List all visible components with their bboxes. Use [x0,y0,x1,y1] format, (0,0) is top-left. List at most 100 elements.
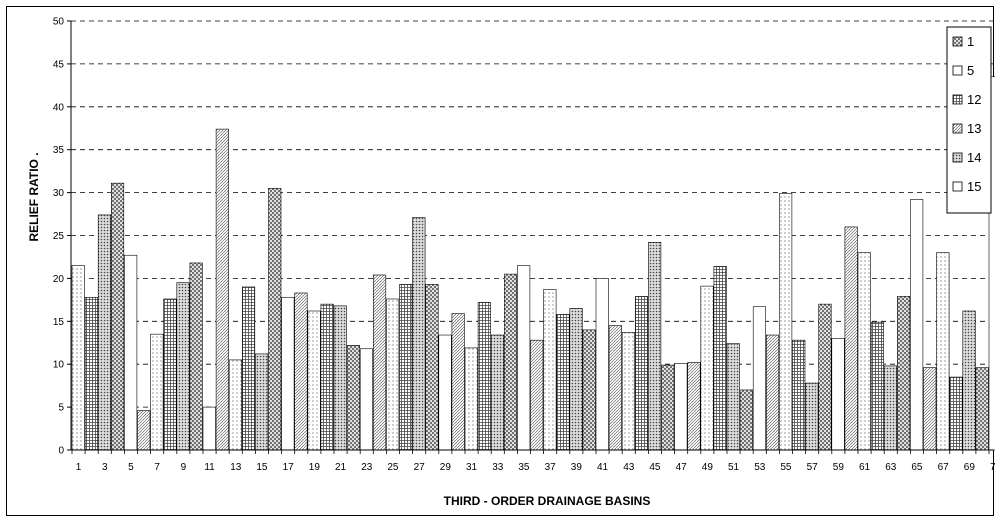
bar [425,284,439,451]
legend-label: 1 [967,34,974,49]
bar [111,182,125,451]
bar [779,193,793,451]
bar [294,292,308,451]
bar [451,313,465,451]
y-tick-label: 5 [58,403,64,414]
bar [910,199,924,451]
x-tick-label: 45 [649,462,661,473]
bar [490,334,505,451]
x-tick-label: 11 [204,462,215,473]
bar [844,226,858,451]
bar [543,289,557,451]
bar [438,334,452,451]
bar [569,308,583,451]
bar [687,362,701,451]
bar [726,343,740,451]
x-tick-label: 29 [440,462,452,473]
bar [595,278,609,451]
legend-swatch [952,152,963,163]
x-tick-label: 1 [76,462,82,473]
bar [923,367,937,451]
x-tick-label: 65 [911,462,923,473]
bar [896,296,911,451]
bar [883,365,898,451]
bar [202,406,216,451]
y-tick-label: 40 [53,102,65,113]
bar [988,76,995,451]
x-tick-label: 49 [702,462,714,473]
legend-swatch [952,181,963,192]
y-axis-title: RELIEF RATIO . [27,152,41,241]
x-tick-label: 47 [676,462,688,473]
x-tick-label: 21 [335,462,347,473]
bar [333,305,347,451]
bar [857,252,871,451]
bar [503,273,518,451]
x-tick-label: 9 [181,462,187,473]
x-tick-label: 69 [964,462,976,473]
x-tick-label: 57 [807,462,819,473]
bar [307,310,321,451]
bar [530,339,544,451]
y-tick-label: 10 [53,360,65,371]
x-tick-label: 25 [387,462,399,473]
bar [464,347,478,451]
bar [346,345,360,451]
x-tick-label: 59 [833,462,845,473]
bar [255,353,269,451]
x-tick-label: 53 [754,462,766,473]
bar [477,302,491,451]
bar [805,382,819,451]
bar [281,296,295,451]
bar [412,217,426,451]
bar [582,329,596,451]
bar [215,128,229,451]
bar [621,332,636,451]
y-tick-label: 45 [53,59,65,70]
y-tick-label: 0 [58,446,64,457]
bar [124,254,138,451]
bar [962,310,976,451]
bar [975,367,989,451]
bar [163,298,177,451]
legend-label: 12 [967,92,981,107]
bar [71,265,85,451]
x-tick-label: 17 [283,462,295,473]
bar [648,242,662,451]
bar [870,321,884,451]
x-axis-title: THIRD - ORDER DRAINAGE BASINS [444,494,651,508]
bar [739,389,753,451]
x-tick-label: 41 [597,462,609,473]
bar [372,274,387,451]
x-tick-label: 55 [780,462,792,473]
x-tick-label: 31 [466,462,478,473]
bar [84,296,98,451]
x-tick-label: 23 [361,462,373,473]
bar [359,348,374,451]
bar [608,325,622,451]
x-tick-label: 15 [256,462,268,473]
legend-label: 13 [967,121,981,136]
x-tick-label: 51 [728,462,740,473]
bar [634,296,649,451]
x-tick-label: 39 [571,462,583,473]
bar [228,359,242,451]
legend-swatch [952,65,963,76]
x-tick-label: 19 [309,462,321,473]
y-tick-label: 20 [53,274,65,285]
bar [189,262,203,451]
legend-label: 15 [967,179,981,194]
bar [818,303,832,451]
x-tick-label: 13 [230,462,242,473]
x-tick-label: 61 [859,462,871,473]
y-tick-label: 35 [53,145,65,156]
bar [399,284,413,451]
bar [176,282,190,451]
bar [792,339,806,451]
legend-swatch [952,36,963,47]
bar [936,252,950,451]
bar [97,214,111,451]
bar [386,298,400,451]
